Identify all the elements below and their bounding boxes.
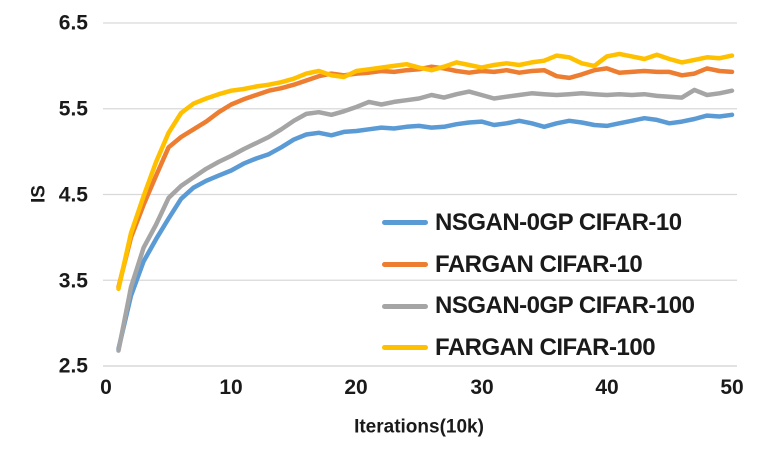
legend-label: FARGAN CIFAR-100 — [435, 333, 656, 361]
y-tick-label: 2.5 — [58, 354, 88, 378]
x-axis-title: Iterations(10k) — [354, 416, 484, 438]
legend-label: NSGAN-0GP CIFAR-10 — [435, 208, 682, 236]
legend-label: NSGAN-0GP CIFAR-100 — [435, 292, 695, 320]
y-tick-label: 5.5 — [58, 97, 88, 121]
legend-line-swatch — [382, 303, 428, 309]
legend-label: FARGAN CIFAR-10 — [435, 250, 643, 278]
x-tick-label: 10 — [219, 376, 243, 399]
legend-item: NSGAN-0GP CIFAR-10 — [382, 202, 694, 244]
series-line — [116, 51, 735, 292]
x-tick-label: 20 — [344, 376, 368, 399]
y-tick-label: 6.5 — [58, 11, 88, 35]
y-tick-label: 4.5 — [58, 183, 88, 207]
legend-item: FARGAN CIFAR-100 — [382, 327, 694, 369]
legend-line-swatch — [382, 262, 428, 268]
legend-line-swatch — [382, 220, 428, 226]
legend-item: NSGAN-0GP CIFAR-100 — [382, 285, 695, 327]
x-tick-label: 30 — [470, 376, 494, 399]
y-tick-label: 3.5 — [58, 269, 88, 293]
x-tick-label: 40 — [595, 376, 619, 399]
chart-legend: NSGAN-0GP CIFAR-10 FARGAN CIFAR-10 NSGAN… — [382, 202, 695, 369]
series-line — [116, 87, 735, 353]
legend-line-swatch — [382, 345, 428, 351]
x-tick-label: 0 — [100, 376, 112, 399]
legend-item: FARGAN CIFAR-10 — [382, 244, 694, 286]
x-tick-label: 50 — [720, 376, 744, 399]
series-line — [116, 112, 735, 352]
